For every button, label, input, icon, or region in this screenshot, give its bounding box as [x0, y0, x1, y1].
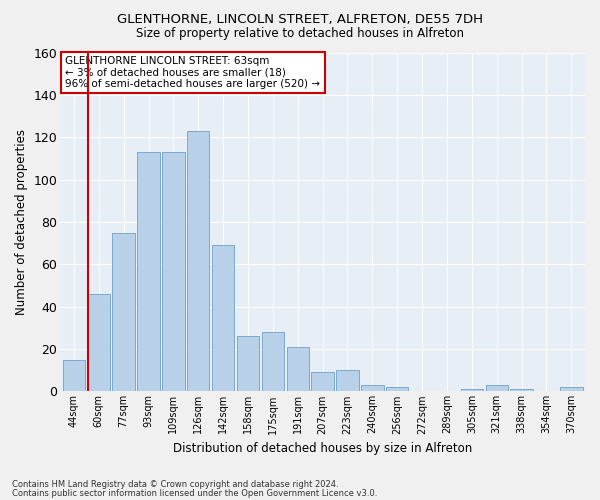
- Bar: [212, 245, 235, 392]
- Bar: [461, 390, 483, 392]
- Bar: [187, 131, 209, 392]
- X-axis label: Distribution of detached houses by size in Alfreton: Distribution of detached houses by size …: [173, 442, 472, 455]
- Bar: [112, 232, 135, 392]
- Y-axis label: Number of detached properties: Number of detached properties: [15, 129, 28, 315]
- Bar: [287, 347, 309, 392]
- Bar: [237, 336, 259, 392]
- Text: Size of property relative to detached houses in Alfreton: Size of property relative to detached ho…: [136, 28, 464, 40]
- Bar: [361, 385, 383, 392]
- Bar: [336, 370, 359, 392]
- Bar: [511, 390, 533, 392]
- Bar: [386, 387, 409, 392]
- Text: Contains HM Land Registry data © Crown copyright and database right 2024.: Contains HM Land Registry data © Crown c…: [12, 480, 338, 489]
- Bar: [137, 152, 160, 392]
- Text: GLENTHORNE LINCOLN STREET: 63sqm
← 3% of detached houses are smaller (18)
96% of: GLENTHORNE LINCOLN STREET: 63sqm ← 3% of…: [65, 56, 320, 89]
- Bar: [162, 152, 185, 392]
- Bar: [62, 360, 85, 392]
- Bar: [262, 332, 284, 392]
- Bar: [560, 387, 583, 392]
- Bar: [88, 294, 110, 392]
- Text: Contains public sector information licensed under the Open Government Licence v3: Contains public sector information licen…: [12, 489, 377, 498]
- Bar: [311, 372, 334, 392]
- Bar: [485, 385, 508, 392]
- Text: GLENTHORNE, LINCOLN STREET, ALFRETON, DE55 7DH: GLENTHORNE, LINCOLN STREET, ALFRETON, DE…: [117, 12, 483, 26]
